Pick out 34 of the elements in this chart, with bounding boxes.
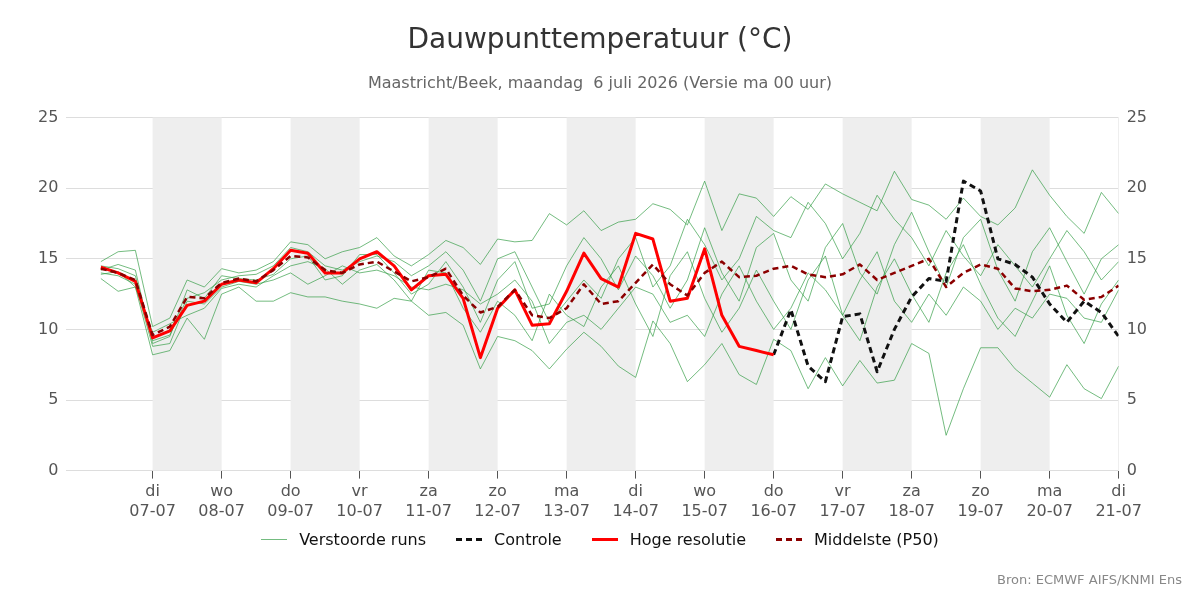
x-tick-label: zo 19-07 bbox=[957, 481, 1004, 520]
y-tick-label: 20 bbox=[38, 177, 59, 197]
y-tick-label: 25 bbox=[38, 106, 59, 126]
y2-tick-label: 25 bbox=[1126, 106, 1147, 126]
x-tick-label: ma 13-07 bbox=[543, 481, 590, 520]
x-tick-label: za 18-07 bbox=[888, 481, 935, 520]
text: Bron: ECMWF AIFS/KNMI Ens bbox=[997, 572, 1182, 587]
x-tick-label: do 09-07 bbox=[267, 481, 314, 520]
legend-label: Verstoorde runs bbox=[299, 530, 427, 549]
y-tick-label: 0 bbox=[48, 459, 59, 479]
x-tick-label: za 11-07 bbox=[405, 481, 452, 520]
y2-tick-label: 0 bbox=[1126, 459, 1137, 479]
x-tick-label: do 16-07 bbox=[750, 481, 797, 520]
y-tick-label: 5 bbox=[48, 389, 59, 409]
x-tick-label: vr 17-07 bbox=[819, 481, 866, 520]
x-tick-label: di 21-07 bbox=[1095, 481, 1142, 520]
x-tick-label: wo 08-07 bbox=[198, 481, 245, 520]
x-tick-label: di 14-07 bbox=[612, 481, 659, 520]
chart-title: Dauwpunttemperatuur (°C) bbox=[406, 22, 794, 55]
legend-label: Hoge resolutie bbox=[629, 530, 746, 549]
legend-label: Middelste (P50) bbox=[813, 530, 939, 549]
legend-label: Controle bbox=[494, 530, 562, 549]
y-tick-label: 10 bbox=[38, 318, 59, 338]
y2-tick-label: 5 bbox=[1126, 389, 1137, 409]
y-tick-label: 15 bbox=[38, 247, 59, 267]
x-tick-label: wo 15-07 bbox=[681, 481, 728, 520]
x-tick-label: zo 12-07 bbox=[474, 481, 521, 520]
y2-tick-label: 15 bbox=[1126, 247, 1147, 267]
chart-subtitle: Maastricht/Beek, maandag 6 juli 2026 (Versie ma 00 uur) bbox=[366, 73, 834, 92]
y2-tick-label: 10 bbox=[1126, 318, 1147, 338]
y2-tick-label: 20 bbox=[1126, 177, 1147, 197]
x-tick-label: di 07-07 bbox=[129, 481, 176, 520]
x-tick-label: vr 10-07 bbox=[336, 481, 383, 520]
x-tick-label: ma 20-07 bbox=[1026, 481, 1073, 520]
